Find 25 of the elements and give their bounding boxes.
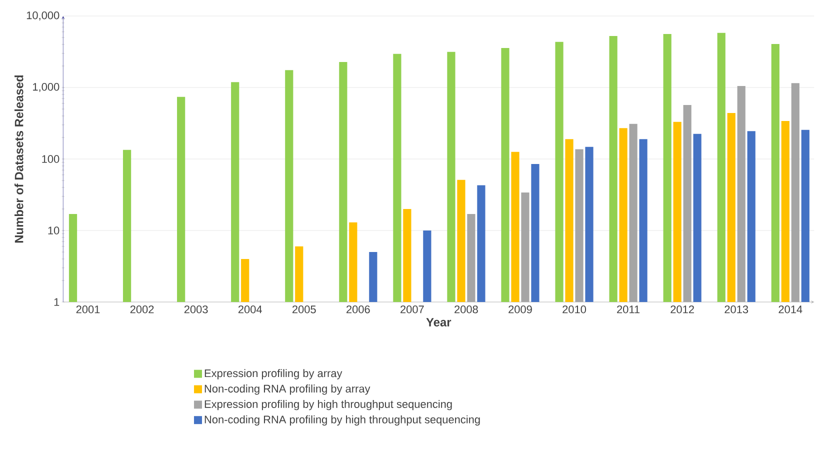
y-tick-label: 1,000: [33, 82, 60, 92]
legend-label: Non-coding RNA profiling by array: [204, 384, 370, 395]
x-tick-label: 2014: [778, 306, 802, 314]
x-tick-label: 2009: [508, 306, 532, 314]
x-tick-label: 2001: [76, 306, 100, 314]
x-tick-label: 2012: [670, 306, 694, 314]
y-tick-label: 1: [54, 298, 60, 306]
x-tick-label: 2006: [346, 306, 370, 314]
y-axis-title: Number of Datasets Released: [14, 75, 24, 243]
legend-label: Expression profiling by high throughput sequencing: [204, 400, 452, 410]
x-axis-title: Year: [426, 318, 452, 326]
x-tick-label: 2013: [724, 306, 748, 314]
x-tick-label: 2003: [184, 306, 208, 314]
legend-label: Non-coding RNA profiling by high throughput sequencing: [204, 415, 480, 426]
y-tick-label: 10: [48, 226, 60, 234]
x-tick-label: 2008: [454, 306, 478, 314]
x-tick-label: 2002: [130, 306, 154, 314]
y-tick-label: 100: [42, 155, 60, 163]
x-tick-label: 2004: [238, 306, 262, 314]
legend-label: Expression profiling by array: [204, 369, 342, 380]
x-tick-label: 2007: [400, 306, 424, 314]
x-tick-label: 2010: [562, 306, 586, 314]
x-tick-label: 2011: [617, 306, 640, 314]
x-tick-label: 2005: [292, 306, 316, 314]
y-tick-label: 10,000: [26, 11, 60, 21]
